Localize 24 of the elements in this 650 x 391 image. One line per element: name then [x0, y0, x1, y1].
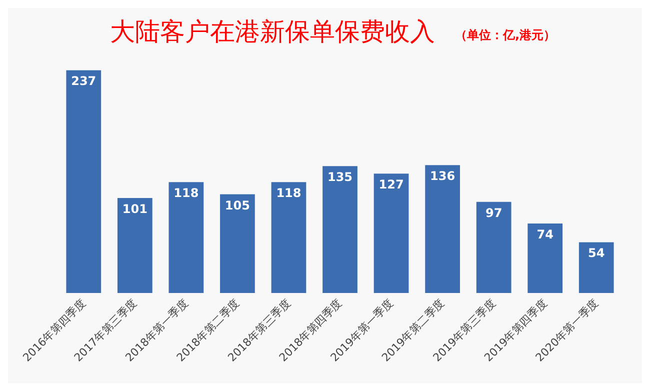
bar — [322, 166, 358, 293]
bar — [578, 242, 614, 293]
data-label: 136 — [430, 169, 456, 184]
bar — [220, 194, 255, 293]
bar — [117, 198, 152, 293]
bar — [425, 165, 460, 293]
data-label: 54 — [588, 246, 605, 260]
data-label: 105 — [224, 198, 250, 212]
data-label: 97 — [485, 206, 502, 220]
chart-title: 大陆客户在港新保单保费收入 — [110, 17, 435, 46]
bar — [476, 202, 512, 293]
data-label: 118 — [174, 186, 199, 200]
bar — [374, 174, 409, 293]
data-label: 127 — [378, 178, 404, 192]
data-label: 74 — [536, 227, 554, 242]
chart-subtitle: （单位：亿,港元） — [455, 28, 556, 42]
bar — [271, 182, 306, 293]
data-label: 101 — [122, 202, 148, 216]
bar — [168, 182, 204, 293]
bar — [528, 223, 563, 293]
bar — [66, 70, 102, 293]
data-label: 135 — [327, 170, 353, 184]
data-label: 237 — [71, 74, 96, 88]
data-label: 118 — [276, 186, 302, 200]
